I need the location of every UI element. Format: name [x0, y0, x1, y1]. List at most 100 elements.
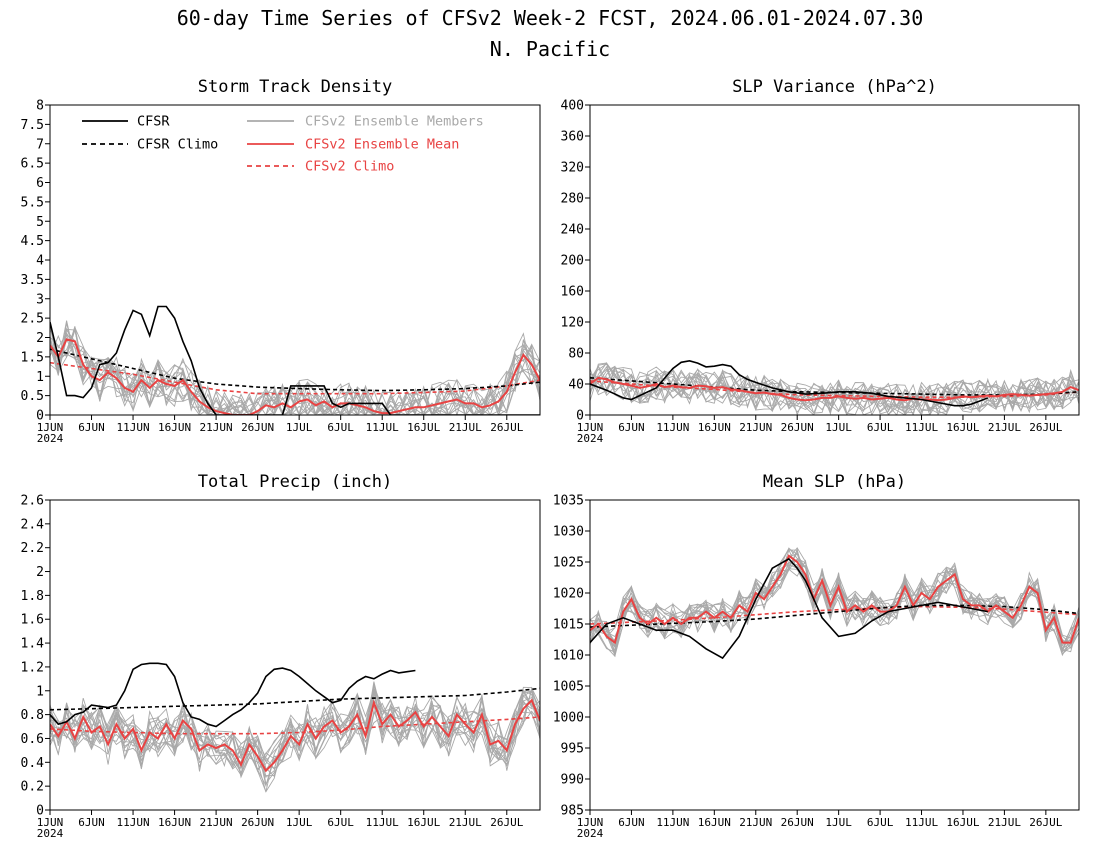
y-tick-label: 200 [561, 254, 584, 269]
y-tick-label: 2.4 [21, 517, 45, 532]
ensemble-member-line [590, 562, 1079, 648]
ensemble-member-line [590, 548, 1079, 657]
ensemble-member-line [50, 691, 540, 775]
x-tick-label: 16JUL [407, 421, 440, 434]
y-tick-label: 400 [561, 99, 584, 114]
x-tick-label: 11JUN [656, 421, 689, 434]
x-tick-label: 21JUN [739, 421, 772, 434]
legend-label: CFSR [137, 114, 170, 130]
x-tick-label: 1JUL [825, 816, 852, 829]
y-tick-label: 995 [561, 742, 584, 757]
y-tick-label: 280 [561, 192, 584, 207]
panel-title: SLP Variance (hPa^2) [732, 77, 937, 97]
y-tick-label: 0 [36, 409, 44, 424]
y-tick-label: 5 [36, 215, 44, 230]
panel-4: Mean SLP (hPa) 985 990 995 1000 1005 1010 1015 1… [553, 472, 1080, 840]
legend-label: CFSv2 Ensemble Mean [305, 137, 459, 153]
legend-label: CFSv2 Climo [305, 159, 394, 175]
plot-area [50, 305, 540, 415]
y-tick-label: 6 [36, 176, 44, 191]
ensemble-member-line [590, 547, 1079, 658]
x-tick-label: 1JUN [577, 421, 604, 434]
x-tick-label: 26JUN [241, 816, 274, 829]
x-tick-label: 6JUL [867, 421, 894, 434]
panel-title: Mean SLP (hPa) [763, 472, 906, 492]
ensemble-member-line [590, 548, 1079, 655]
y-tick-label: 0.4 [21, 756, 45, 771]
x-tick-label: 21JUL [988, 421, 1021, 434]
y-tick-label: 1.2 [21, 660, 44, 675]
y-tick-label: 1.4 [21, 637, 45, 652]
x-tick-label: 11JUL [366, 816, 399, 829]
ensemble-member-line [50, 698, 540, 773]
y-tick-label: 1.5 [21, 350, 44, 365]
x-tick-label: 1JUN [37, 421, 64, 434]
series-ens-mean [50, 698, 540, 773]
y-tick-label: 4.5 [21, 234, 44, 249]
panel-1: Storm Track Density 0 0.5 1 1.5 2 2.5 3 3.5 4 4.5 5… [21, 77, 541, 445]
y-tick-label: 0.6 [21, 732, 44, 747]
x-tick-label: 21JUL [449, 816, 482, 829]
x-tick-label: 6JUN [618, 816, 645, 829]
x-tick-label: 1JUL [825, 421, 852, 434]
x-tick-label: 6JUL [327, 816, 354, 829]
y-tick-label: 985 [561, 804, 584, 819]
y-tick-label: 1015 [553, 618, 584, 633]
x-tick-label: 11JUN [656, 816, 689, 829]
y-tick-label: 7.5 [21, 118, 44, 133]
y-tick-label: 360 [561, 130, 584, 145]
y-tick-label: 1030 [553, 525, 584, 540]
y-tick-label: 1005 [553, 680, 584, 695]
ensemble-member-line [50, 690, 540, 771]
series-ens-climo [590, 605, 1079, 625]
panel-title: Storm Track Density [198, 77, 392, 97]
x-tick-label: 6JUN [78, 816, 105, 829]
y-tick-label: 2.6 [21, 494, 44, 509]
x-tick-label: 21JUN [200, 816, 233, 829]
y-tick-label: 0.5 [21, 389, 44, 404]
y-tick-label: 1.8 [21, 589, 44, 604]
y-tick-label: 2.5 [21, 312, 44, 327]
legend-label: CFSv2 Ensemble Members [305, 114, 484, 130]
x-year-label: 2024 [577, 432, 604, 445]
x-tick-label: 1JUN [577, 816, 604, 829]
series-cfsr [590, 557, 988, 660]
x-tick-label: 16JUN [698, 421, 731, 434]
y-tick-label: 3.5 [21, 273, 44, 288]
panels-group: Storm Track Density 0 0.5 1 1.5 2 2.5 3 3.5 4 4.5 5… [21, 77, 1080, 840]
y-tick-label: 0 [36, 804, 44, 819]
x-tick-label: 6JUN [78, 421, 105, 434]
plot-area [590, 547, 1079, 660]
legend: CFSR CFSR Climo CFSv2 Ensemble Members CFSv… [82, 114, 484, 175]
y-tick-label: 1035 [553, 494, 584, 509]
y-tick-label: 7 [36, 137, 44, 152]
series-ens-mean [590, 554, 1079, 645]
x-tick-label: 26JUL [1029, 816, 1062, 829]
x-tick-label: 16JUL [946, 421, 979, 434]
y-tick-label: 80 [568, 347, 584, 362]
x-tick-label: 11JUL [905, 421, 938, 434]
y-tick-label: 1 [36, 370, 44, 385]
x-tick-label: 26JUN [781, 816, 814, 829]
y-tick-label: 2 [36, 331, 44, 346]
y-tick-label: 6.5 [21, 157, 44, 172]
ensemble-member-line [590, 368, 1079, 415]
x-tick-label: 21JUN [200, 421, 233, 434]
x-year-label: 2024 [37, 827, 64, 840]
plot-frame [49, 104, 541, 416]
x-tick-label: 21JUL [988, 816, 1021, 829]
y-tick-label: 0.2 [21, 780, 44, 795]
y-tick-label: 1010 [553, 649, 584, 664]
x-tick-label: 6JUN [618, 421, 645, 434]
plot-frame [589, 104, 1080, 416]
series-cfsr [50, 305, 540, 415]
y-tick-label: 320 [561, 161, 584, 176]
ensemble-member-line [50, 336, 540, 415]
x-tick-label: 11JUN [116, 816, 149, 829]
plot-frame [589, 499, 1080, 811]
series-cfsr [50, 662, 416, 728]
ensemble-member-line [590, 364, 1079, 415]
x-tick-label: 1JUL [286, 816, 313, 829]
panel-title: Total Precip (inch) [198, 472, 392, 492]
